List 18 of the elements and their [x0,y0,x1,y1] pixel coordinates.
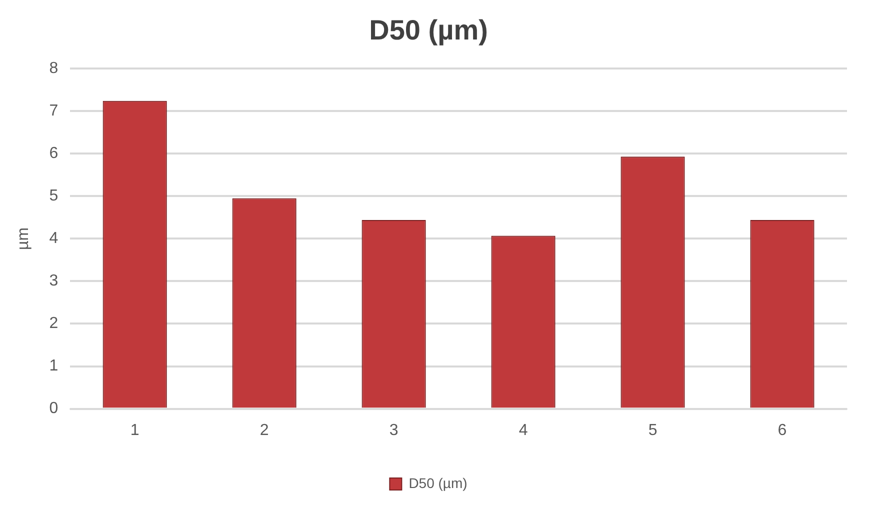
chart-title: D50 (µm) [369,14,488,46]
y-tick-label: 6 [49,145,58,162]
x-tick-label: 5 [648,422,658,439]
y-tick-label: 4 [49,230,58,248]
y-axis-title: µm [15,227,32,250]
x-tick-label: 2 [260,422,269,439]
x-tick-label: 1 [130,422,140,439]
y-tick-label: 0 [49,400,58,418]
y-tick-label: 3 [49,272,58,290]
y-tick-label: 2 [49,315,58,332]
legend-label: D50 (µm) [408,474,468,491]
x-tick-label: 6 [778,422,787,439]
x-tick-label: 4 [518,422,528,439]
y-tick-label: 1 [49,358,58,375]
y-tick-label: 7 [49,102,58,120]
y-tick-label: 5 [49,188,58,205]
x-tick-label: 3 [389,422,398,439]
y-tick-label: 8 [49,60,58,78]
